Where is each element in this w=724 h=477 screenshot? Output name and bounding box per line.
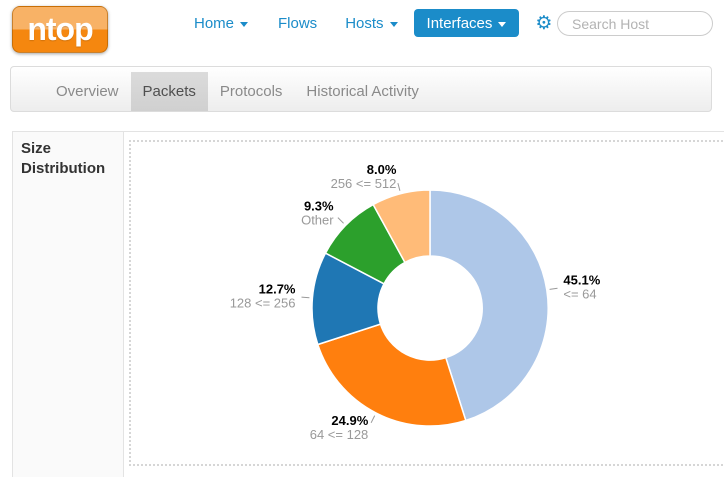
nav-item-home-label: Home [194,14,235,32]
nav-item-home[interactable]: Home [194,14,249,32]
slice-percent-label-4: 8.0% [367,162,397,177]
tab-overview[interactable]: Overview [56,83,119,100]
interfaces-button[interactable]: Interfaces [413,9,520,37]
label-leader-tick [370,415,376,424]
size-distribution-donut-chart: 45.1%<= 64 24.9%64 <= 128 12.7%128 <= 256 9… [230,162,601,442]
tab-packets[interactable]: Packets [130,72,208,111]
caret-down-icon [389,21,398,27]
nav-item-flows-label: Flows [278,14,318,32]
tab-protocols[interactable]: Protocols [219,83,283,100]
packets-tabbar: Overview Packets Protocols Historical Ac… [10,66,712,112]
slice-category-label-0: <= 64 [563,286,596,301]
interfaces-button-label: Interfaces [426,14,493,32]
nav-item-hosts[interactable]: Hosts [345,14,398,32]
slice-percent-label-3: 9.3% [304,198,334,213]
chart-cell: 45.1% <= 64 24.9% 64 <= 128 12.7% 128 <= 256 9… [124,132,724,477]
slice-category-label-4: 256 <= 512 [331,176,397,191]
slice-percent-label-0: 45.1% [563,272,600,287]
slice-percent-label-1: 24.9% [331,413,368,428]
size-distribution-panel: Size Distribution 45.1% <= 64 24.9% 64 <= 1… [12,131,724,477]
nav-links: Home Flows Hosts Interfaces ⚙ [194,0,580,46]
caret-down-icon [498,21,507,27]
ntop-logo[interactable]: ntop [12,6,108,53]
slice-category-label-1: 64 <= 128 [310,427,369,442]
label-leader-tick [397,182,401,191]
label-leader-tick [549,287,558,290]
search-host-input[interactable] [557,11,713,36]
top-navbar: ntop Home Flows Hosts Interfaces ⚙ [0,0,724,60]
ntop-logo-text: ntop [27,11,93,47]
caret-down-icon [240,21,249,27]
gear-icon: ⚙ [535,12,553,34]
nav-item-flows[interactable]: Flows [278,15,317,32]
label-leader-tick [301,296,310,299]
donut-slice-4[interactable] [372,189,431,264]
donut-slice-0[interactable] [429,189,549,422]
row-header-size-distribution: Size Distribution [13,132,124,477]
nav-item-hosts-label: Hosts [345,14,384,32]
chart-dotted-area: 45.1% <= 64 24.9% 64 <= 128 12.7% 128 <= 256 9… [129,140,724,466]
slice-category-label-3: Other [301,212,334,227]
donut-slice-1[interactable] [316,323,467,427]
tab-historical-activity[interactable]: Historical Activity [306,83,419,100]
slice-percent-label-2: 12.7% [259,282,296,297]
slice-category-label-2: 128 <= 256 [230,296,296,311]
label-leader-tick [337,217,344,224]
